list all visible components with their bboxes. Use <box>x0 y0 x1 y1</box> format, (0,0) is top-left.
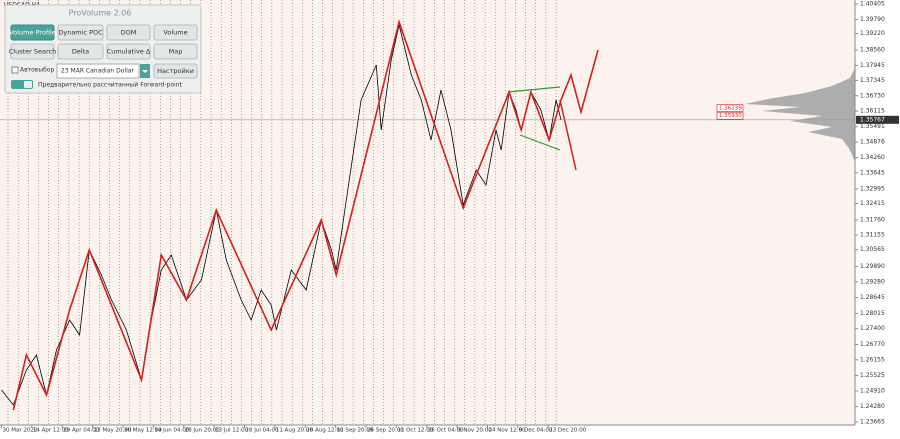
checkbox[interactable] <box>11 66 19 74</box>
x-tick-label: 14 Jun 04:00 <box>154 428 189 434</box>
button[interactable] <box>153 24 198 41</box>
y-tick-label: 1.40405 <box>860 1 885 8</box>
instrument-select[interactable] <box>56 63 140 79</box>
panel: ProVolume 2.06 Volume Profile Dynamic POC… <box>4 4 202 94</box>
instrument: 23 MAR Canadian Dollar <box>61 68 134 75</box>
y-tick-label: 1.39790 <box>860 16 885 23</box>
triangle-lower <box>519 134 561 151</box>
settings: Настройки <box>157 67 194 75</box>
button[interactable] <box>57 43 104 60</box>
y-tick-label: 1.31760 <box>860 216 885 223</box>
y-tick-label: 1.39220 <box>860 30 885 37</box>
forward-point: Предварительно рассчитанный Forward-poin… <box>38 82 182 89</box>
x-tick-label: 11 Aug 20:00 <box>276 428 314 434</box>
button-label: DOM <box>121 29 137 37</box>
x-tick-label: 24 Nov 12:00 <box>488 428 526 434</box>
y-tick-label: 1.26155 <box>860 356 885 363</box>
toggle-knob <box>24 81 32 88</box>
price-line <box>12 19 599 411</box>
x-tick-label: 28 Jun 20:00 <box>185 428 220 434</box>
y-tick-label: 1.35491 <box>860 123 885 130</box>
y-tick-label: 1.28015 <box>860 310 885 317</box>
y-tick-label: 1.29890 <box>860 263 885 270</box>
x-tick-label: 9 Nov 20:00 <box>458 428 492 434</box>
x-tick-label: 30 Mar 2022 <box>3 428 38 434</box>
current-price-label: 1.35767 <box>860 116 885 123</box>
arrow-icon <box>142 70 148 73</box>
settings-button[interactable] <box>153 63 198 79</box>
y-tick-label: 1.36730 <box>860 92 885 99</box>
y-tick-label: 1.34260 <box>860 154 885 161</box>
current-price-box <box>856 115 899 124</box>
x-tick-label: 13 May 20:00 <box>94 428 132 434</box>
button-label: Cluster Search <box>9 48 56 56</box>
y-tick-label: 1.24910 <box>860 387 885 394</box>
y-tick-label: 1.27400 <box>860 325 885 332</box>
button[interactable] <box>106 43 151 60</box>
x-tick-label: 26 Oct 04:00 <box>428 428 464 434</box>
x-tick-label: 26 Aug 12:00 <box>306 428 344 434</box>
x-tick-label: 28 Jul 04:00 <box>246 428 279 434</box>
triangle-upper <box>507 86 561 93</box>
x-tick-label: 9 Dec 04:00 <box>519 428 553 434</box>
y-tick-label: 1.37345 <box>860 77 885 84</box>
y-tick-label: 1.24280 <box>860 403 885 410</box>
button[interactable] <box>153 43 198 60</box>
button-label: Map <box>169 48 183 56</box>
y-tick-label: 1.33645 <box>860 169 885 176</box>
button-label: Volume <box>163 29 187 37</box>
button-label: Volume Profile <box>9 29 55 37</box>
button-label: Cumulative Δ <box>107 48 151 56</box>
button-label: Dynamic POC <box>58 29 103 37</box>
y-tick-label: 1.32995 <box>860 186 885 193</box>
price-label-box <box>716 111 744 120</box>
x-tick-label: 29 Apr 04:00 <box>63 428 99 434</box>
price-label: 1.36239 <box>719 106 742 112</box>
button[interactable] <box>10 43 55 60</box>
y-tick-label: 1.31155 <box>860 231 885 238</box>
price-line <box>1 24 562 406</box>
x-tick-label: 26 Sep 20:00 <box>367 428 404 434</box>
y-tick-label: 1.30565 <box>860 246 885 253</box>
panel-title: ProVolume 2.06 <box>69 9 132 18</box>
button-label: Delta <box>72 48 89 56</box>
price-label-box <box>716 104 744 112</box>
period-separators <box>7 0 557 425</box>
button[interactable] <box>106 24 151 41</box>
volume-profile <box>745 68 855 162</box>
auto-select: Автовыбор <box>20 67 54 74</box>
y-tick-label: 1.38560 <box>860 47 885 54</box>
x-tick-label: 14 Apr 12:00 <box>33 428 69 434</box>
y-tick-label: 1.26770 <box>860 341 885 348</box>
y-tick-label: 1.29280 <box>860 278 885 285</box>
y-tick-label: 1.28645 <box>860 294 885 301</box>
price-label: 1.35930 <box>719 113 742 119</box>
button[interactable] <box>57 24 104 41</box>
buttons: Volume Profile Dynamic POC DOM Volume Cluste… <box>9 24 198 60</box>
y-tick-label: 1.25525 <box>860 372 885 379</box>
button[interactable] <box>10 24 55 41</box>
y-tick-label: 1.32415 <box>860 200 885 207</box>
y-tick-label: 1.23665 <box>860 419 885 426</box>
x-tick-label: 30 May 12:00 <box>124 428 162 434</box>
forecast-down <box>559 99 577 171</box>
x-tick-label: 12 Sep 20:00 <box>337 428 374 434</box>
x-tick-label: 23 Dec 20:00 <box>549 428 586 434</box>
y-tick-label: 1.36115 <box>860 108 885 115</box>
x-tick-label: 13 Jul 12:00 <box>215 428 248 434</box>
y-tick-label: 1.37945 <box>860 62 885 69</box>
y-tick-label: 1.34876 <box>860 139 885 146</box>
x-tick-label: 11 Oct 12:00 <box>397 428 433 434</box>
